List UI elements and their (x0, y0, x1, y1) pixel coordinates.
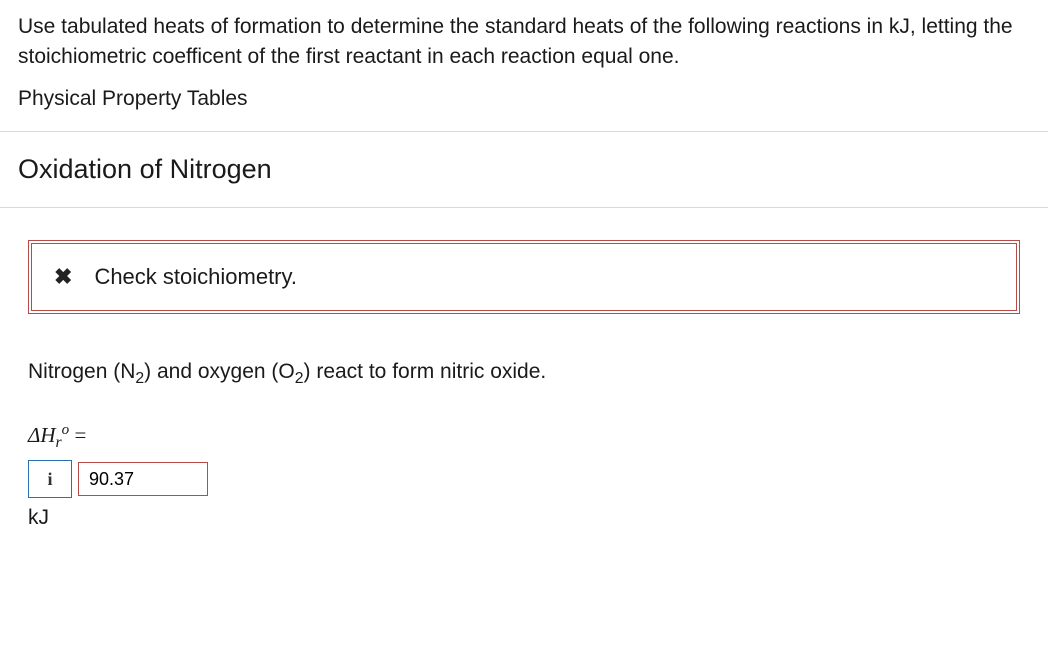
physical-property-tables-link[interactable]: Physical Property Tables (0, 87, 1048, 131)
subscript: 2 (295, 370, 304, 387)
subscript: 2 (135, 370, 144, 387)
h-symbol: H (40, 423, 55, 447)
section-heading: Oxidation of Nitrogen (0, 132, 1048, 207)
delta-symbol: Δ (28, 423, 40, 447)
question-text: Use tabulated heats of formation to dete… (0, 0, 1048, 87)
incorrect-icon: ✖ (54, 266, 72, 288)
formula-label: ΔHro = (0, 400, 1048, 456)
answer-input[interactable] (78, 462, 208, 496)
prompt-text: ) react to form nitric oxide. (304, 360, 547, 383)
equals-sign: = (69, 423, 86, 447)
unit-label: kJ (0, 500, 1048, 530)
reaction-prompt: Nitrogen (N2) and oxygen (O2) react to f… (0, 338, 1048, 400)
feedback-message: Check stoichiometry. (94, 264, 297, 290)
feedback-box: ✖ Check stoichiometry. (28, 240, 1020, 314)
prompt-text: ) and oxygen (O (144, 360, 295, 383)
info-button[interactable]: i (28, 460, 72, 498)
prompt-text: Nitrogen (N (28, 360, 135, 383)
